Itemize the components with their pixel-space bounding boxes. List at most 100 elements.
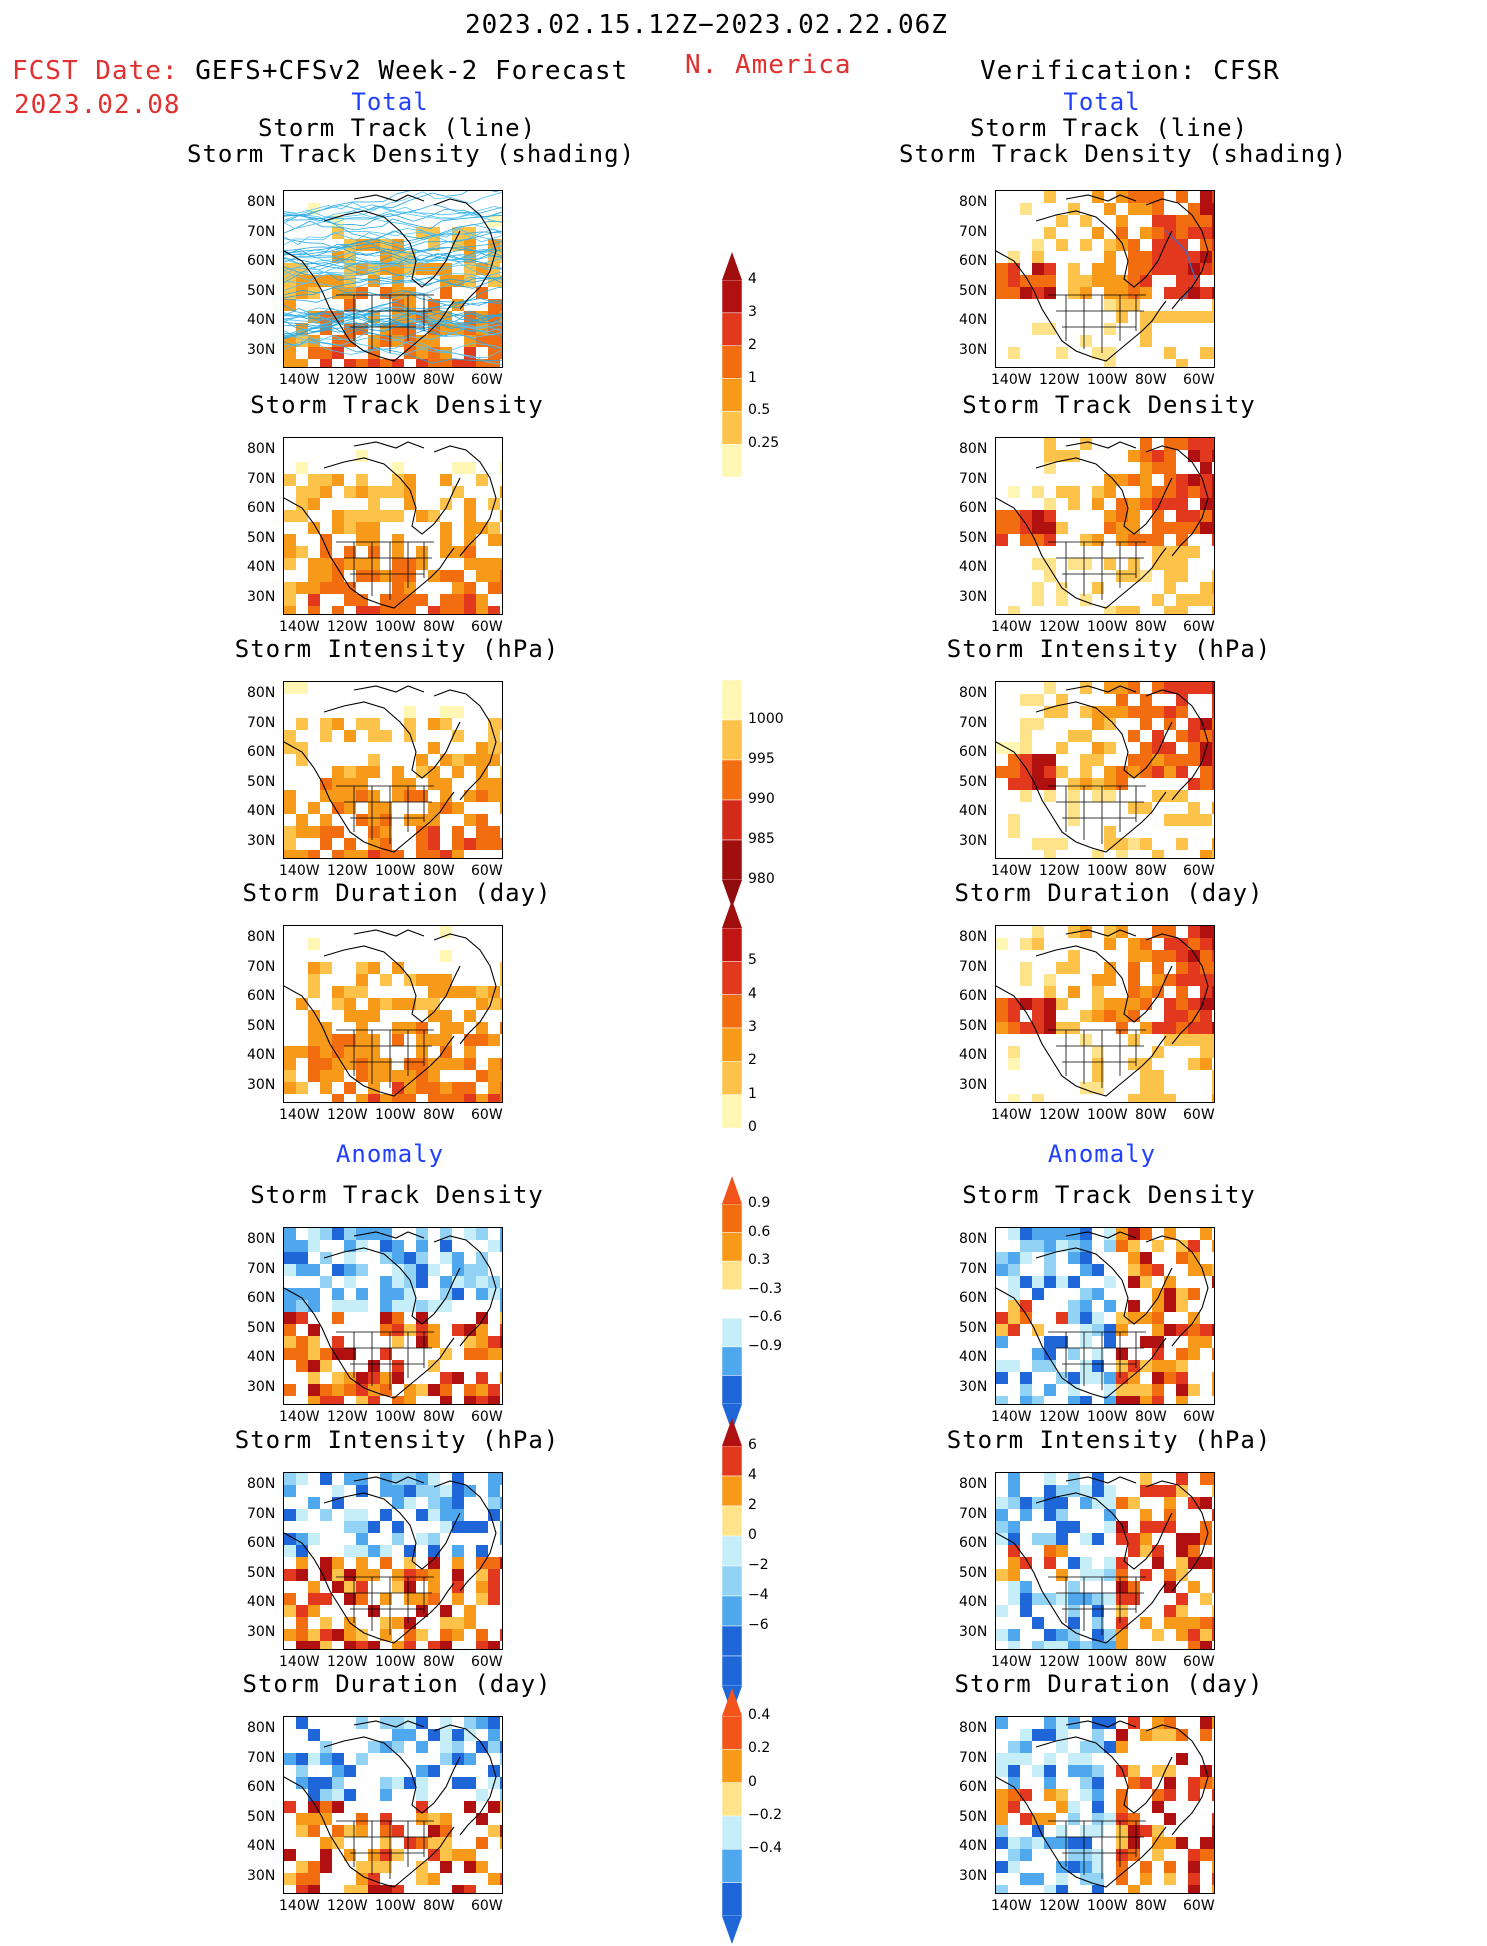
state-borders	[336, 1820, 434, 1879]
colorbar-segment	[721, 1203, 743, 1233]
lon-label: 100W	[375, 1107, 416, 1123]
colorbar-segment	[721, 1232, 743, 1262]
lon-label: 120W	[327, 1898, 368, 1914]
state-borders	[336, 1576, 434, 1635]
lat-label: 30N	[959, 1867, 988, 1884]
coastline	[996, 441, 1209, 609]
colorbar-segment	[721, 1849, 743, 1883]
colorbar-segment	[721, 1655, 743, 1687]
lat-label: 40N	[247, 1594, 276, 1610]
map-panel	[995, 1227, 1215, 1405]
lat-label: 50N	[959, 773, 988, 790]
lat-label: 40N	[247, 1047, 276, 1063]
colorbar-arrow-top	[722, 252, 742, 280]
verification-label: Verification: CFSR	[980, 56, 1280, 86]
panel-title: Storm Intensity (hPa)	[946, 1426, 1272, 1454]
lat-label: 80N	[247, 194, 276, 210]
colorbar-segment	[721, 1782, 743, 1817]
map-panel	[995, 1472, 1215, 1650]
colorbar-segment	[721, 1535, 743, 1567]
map-svg	[996, 926, 1214, 1102]
lon-label: 120W	[327, 619, 368, 635]
lat-label: 50N	[247, 773, 276, 790]
lon-label: 140W	[991, 863, 1032, 879]
panel-title: Storm Intensity (hPa)	[234, 635, 560, 663]
lat-label: 40N	[959, 1594, 988, 1610]
map-svg	[996, 682, 1214, 858]
lat-label: 80N	[247, 929, 276, 945]
map-svg	[996, 1473, 1214, 1649]
lon-label: 60W	[1183, 372, 1215, 388]
colorbar-label: −4	[748, 1587, 769, 1603]
lat-label: 60N	[959, 744, 988, 760]
panel-title: Storm Duration (day)	[954, 1670, 1264, 1698]
lon-label: 60W	[1183, 1409, 1215, 1425]
lon-label: 120W	[327, 1409, 368, 1425]
lat-label: 50N	[959, 1564, 988, 1581]
panel-title: Storm Track (line)	[969, 114, 1249, 142]
colorbar-segment	[721, 1815, 743, 1850]
panel-title: Storm Track Density (shading)	[899, 140, 1348, 168]
lon-label: 140W	[279, 1654, 320, 1670]
colorbar-label: 0.9	[748, 1195, 771, 1211]
lon-label: 80W	[1135, 619, 1167, 635]
lat-label: 80N	[959, 685, 988, 701]
colorbar-label: 0	[748, 1773, 757, 1790]
colorbar-segment	[721, 279, 743, 314]
lat-label: 80N	[959, 441, 988, 457]
colorbar-label: 0	[748, 1527, 757, 1543]
lat-label: 30N	[959, 1076, 988, 1093]
colorbar-arrow-bottom	[722, 880, 742, 908]
lat-label: 70N	[247, 1260, 276, 1277]
map-panel	[283, 925, 503, 1103]
panel-title: Storm Track Density	[250, 391, 544, 419]
lat-label: 30N	[959, 1378, 988, 1395]
state-borders	[1048, 1576, 1146, 1635]
lon-label: 80W	[1135, 372, 1167, 388]
lat-label: 80N	[959, 194, 988, 210]
colorbar-segment	[721, 378, 743, 412]
lon-label: 100W	[375, 1898, 416, 1914]
lat-label: 30N	[959, 832, 988, 849]
lat-label: 50N	[959, 1319, 988, 1336]
lat-label: 70N	[959, 1505, 988, 1522]
lon-label: 140W	[279, 372, 320, 388]
map-panel	[283, 437, 503, 615]
colorbar-label: 990	[748, 791, 775, 807]
lat-label: 60N	[247, 1535, 276, 1551]
colorbar-segment	[721, 1346, 743, 1376]
map-svg	[284, 441, 502, 614]
lon-label: 140W	[279, 863, 320, 879]
lon-label: 140W	[279, 619, 320, 635]
colorbar-label: 980	[748, 871, 775, 887]
lon-label: 140W	[991, 1409, 1032, 1425]
map-panel	[995, 925, 1215, 1103]
lat-label: 80N	[959, 1476, 988, 1492]
colorbar-segment	[721, 476, 743, 511]
lon-label: 60W	[471, 619, 503, 635]
colorbar-label: 2	[748, 336, 757, 353]
lat-label: 40N	[247, 559, 276, 575]
lat-label: 70N	[247, 958, 276, 975]
lat-label: 30N	[247, 1076, 276, 1093]
colorbar-intensity_anom	[721, 1418, 743, 1714]
colorbar-label: 3	[748, 1019, 757, 1035]
colorbar-segment	[721, 444, 743, 478]
lat-label: 40N	[959, 1349, 988, 1365]
lat-label: 50N	[959, 529, 988, 546]
lon-label: 60W	[1183, 1107, 1215, 1123]
lon-label: 100W	[375, 1654, 416, 1670]
colorbar-label: 2	[748, 1052, 757, 1069]
lon-label: 80W	[1135, 1654, 1167, 1670]
lon-label: 120W	[327, 863, 368, 879]
lat-label: 40N	[959, 312, 988, 328]
lon-label: 140W	[991, 372, 1032, 388]
lon-label: 60W	[1183, 619, 1215, 635]
colorbar-duration_total	[721, 900, 743, 1129]
lat-label: 60N	[247, 988, 276, 1004]
lon-label: 80W	[1135, 863, 1167, 879]
coastline	[996, 1231, 1209, 1399]
lon-label: 120W	[1039, 1107, 1080, 1123]
colorbar-label: 2	[748, 1497, 757, 1513]
colorbar-arrow-top	[722, 1418, 742, 1446]
